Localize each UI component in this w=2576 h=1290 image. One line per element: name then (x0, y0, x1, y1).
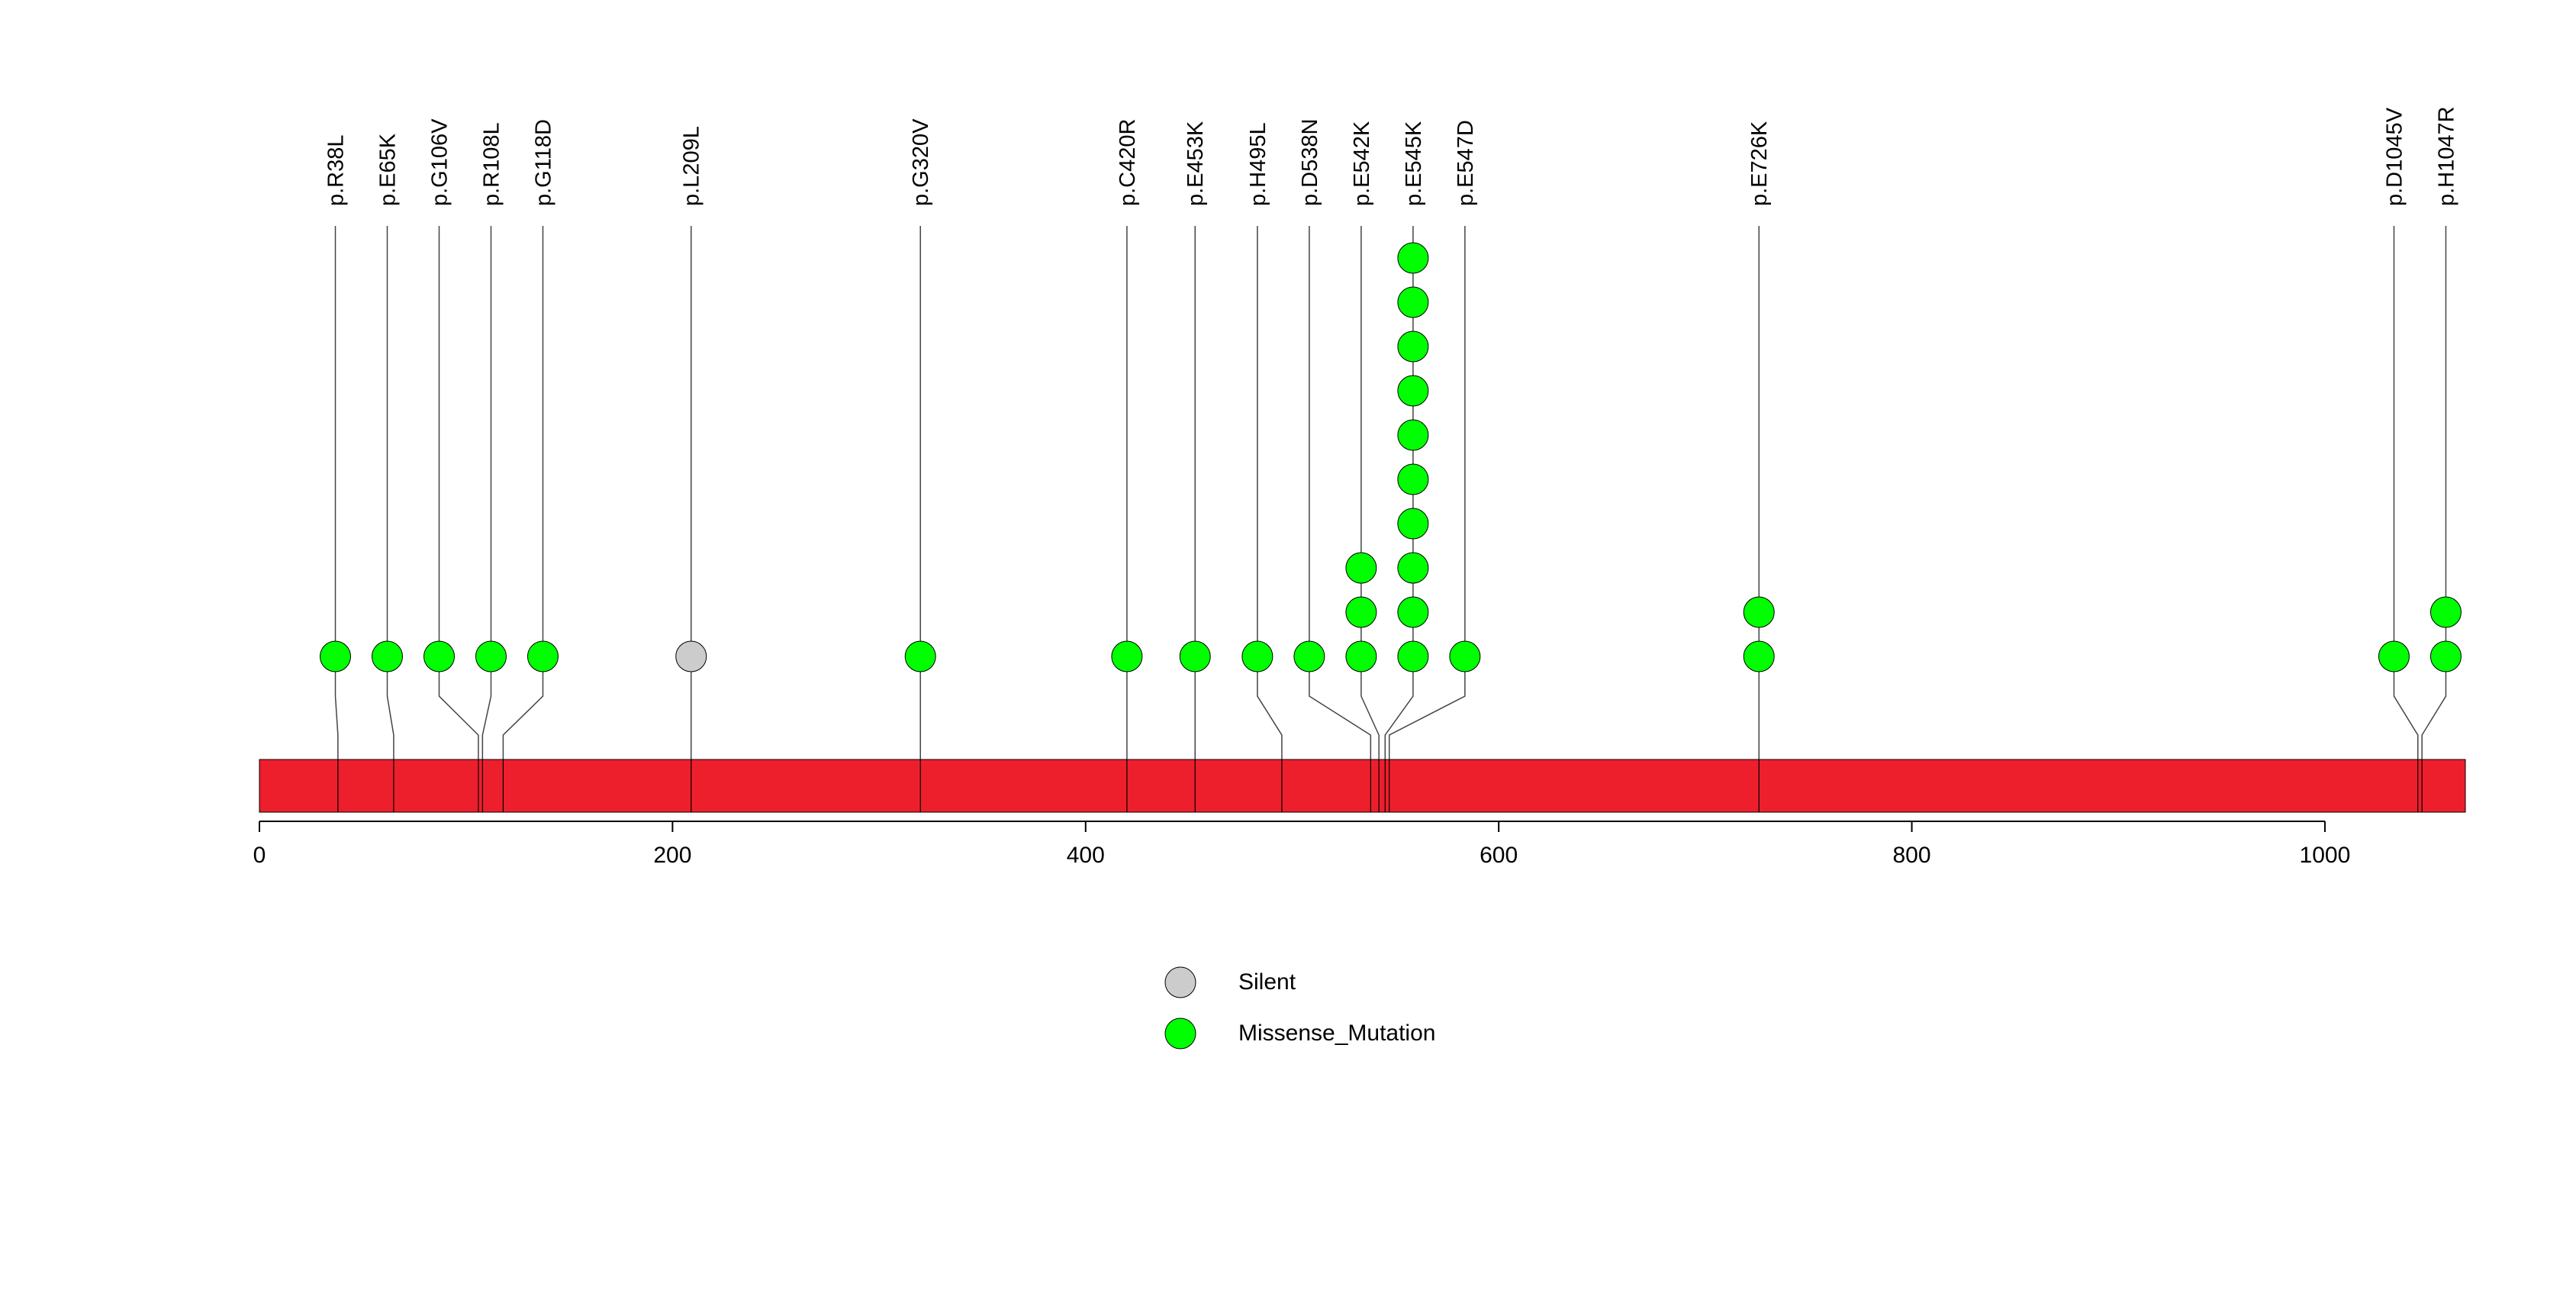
legend-missense-dot (1164, 1017, 1196, 1050)
mutation-label-p-c420r: p.C420R (1116, 119, 1140, 206)
mutation-dot-p-e545k (1397, 463, 1429, 495)
mutation-dot-p-d1045v (2378, 640, 2410, 672)
mutation-label-p-e547d: p.E547D (1454, 120, 1478, 206)
mutation-dot-p-e726k (1743, 596, 1775, 628)
mutation-label-p-h495l: p.H495L (1246, 122, 1270, 206)
mutation-dot-p-e542k (1345, 552, 1377, 584)
x-tick-label-400: 400 (1067, 843, 1105, 868)
stem-p-d538n (1309, 226, 1372, 759)
mutation-dot-p-h495l (1241, 640, 1274, 672)
mutation-dot-p-r108l (475, 640, 507, 672)
legend: Silent Missense_Mutation (1164, 966, 1435, 1050)
x-tick-label-1000: 1000 (2300, 843, 2351, 868)
mutation-dot-p-e545k (1397, 508, 1429, 540)
stem-p-d1045v (2393, 226, 2419, 759)
mutation-dot-p-e545k (1397, 552, 1429, 584)
mutation-label-p-g118d: p.G118D (531, 119, 555, 206)
stem-p-e547d (1388, 226, 1466, 759)
mutation-dot-p-e542k (1345, 596, 1377, 628)
mutation-label-p-g106v: p.G106V (428, 118, 452, 206)
stem-p-r38l (334, 226, 339, 759)
mutation-dot-p-e453k (1179, 640, 1211, 672)
mutation-dot-p-l209l (675, 640, 707, 672)
mutation-dot-p-g118d (526, 640, 559, 672)
mutation-dots-layer (320, 242, 2462, 672)
mutation-label-p-e545k: p.E545K (1402, 121, 1426, 206)
mutation-dot-p-g106v (423, 640, 456, 672)
mutation-label-p-r108l: p.R108L (479, 122, 504, 206)
mutation-dot-p-e65k (372, 640, 404, 672)
mutation-label-p-e542k: p.E542K (1350, 121, 1374, 206)
mutation-dot-p-e545k (1397, 242, 1429, 274)
x-tick-label-200: 200 (653, 843, 691, 868)
mutation-dot-p-e547d (1449, 640, 1481, 672)
mutation-dot-p-e545k (1397, 375, 1429, 407)
mutation-dot-p-h1047r (2429, 596, 2462, 628)
mutation-dot-p-h1047r (2429, 640, 2462, 672)
mutation-labels-layer: p.R38L p.E65K p.G106V p.R108L p.G118D p.L209L… (324, 106, 2459, 206)
x-tick-label-600: 600 (1480, 843, 1518, 868)
x-tick-label-0: 0 (253, 843, 266, 868)
mutation-label-p-d1045v: p.D1045V (2382, 107, 2407, 206)
mutation-dot-p-e542k (1345, 640, 1377, 672)
mutation-dot-p-e545k (1397, 331, 1429, 363)
mutation-dot-p-g320v (904, 640, 936, 672)
stem-p-h1047r (2421, 226, 2447, 759)
mutation-dot-p-e545k (1397, 286, 1429, 318)
mutation-label-p-e453k: p.E453K (1183, 121, 1208, 206)
stem-p-e545k (1384, 226, 1414, 759)
mutation-label-p-h1047r: p.H1047R (2434, 106, 2458, 206)
mutation-dot-p-c420r (1111, 640, 1143, 672)
mutation-dot-p-e726k (1743, 640, 1775, 672)
stem-p-e542k (1360, 226, 1380, 759)
stem-p-r108l (481, 226, 492, 759)
mutation-label-p-d538n: p.D538N (1298, 119, 1322, 206)
mutation-label-p-e726k: p.E726K (1747, 121, 1772, 206)
stem-p-g118d (502, 226, 544, 759)
x-axis: 0 200 400 600 800 1000 (253, 821, 2351, 868)
x-tick-label-800: 800 (1893, 843, 1931, 868)
mutation-dot-p-e545k (1397, 596, 1429, 628)
mutation-label-p-l209l: p.L209L (680, 126, 704, 206)
mutation-dot-p-d538n (1293, 640, 1325, 672)
legend-missense-label: Missense_Mutation (1238, 1021, 1435, 1046)
protein-bar (259, 759, 2466, 813)
stem-p-h495l (1257, 226, 1283, 759)
mutation-dot-p-e545k (1397, 640, 1429, 672)
mutation-label-p-e65k: p.E65K (376, 133, 401, 206)
mutation-label-p-r38l: p.R38L (324, 134, 349, 206)
stem-layer (334, 226, 2447, 759)
legend-silent-label: Silent (1238, 969, 1296, 995)
mutation-dot-p-e545k (1397, 419, 1429, 451)
mutation-label-p-g320v: p.G320V (909, 118, 933, 206)
stem-p-e65k (386, 226, 394, 759)
mutation-dot-p-r38l (320, 640, 352, 672)
legend-silent-dot (1164, 966, 1196, 998)
stem-p-g106v (438, 226, 479, 759)
bar-position-marks (337, 759, 2423, 812)
